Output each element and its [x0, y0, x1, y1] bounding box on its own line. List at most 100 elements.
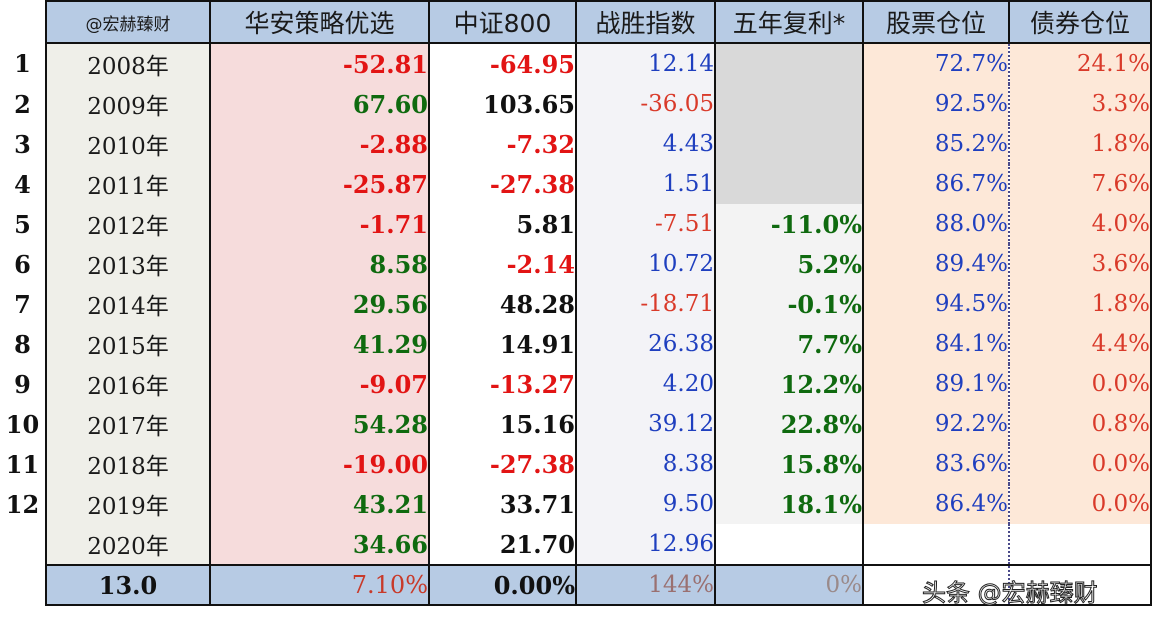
win-index-cell: 8.38	[576, 444, 716, 484]
bond-position-header: 债券仓位	[1008, 0, 1152, 44]
fund-return-cell: 8.58	[210, 244, 430, 284]
summary-stock	[863, 564, 1010, 606]
fund-return-cell: -19.00	[210, 444, 430, 484]
fund-return-cell: -52.81	[210, 43, 430, 84]
compound-cell	[715, 124, 864, 164]
fund-return-cell: -2.88	[210, 124, 430, 164]
year-cell: 2018年	[45, 444, 211, 484]
row-index: 3	[0, 124, 46, 164]
stock-position-cell: 92.5%	[863, 84, 1010, 124]
csi800-return-cell: -13.27	[429, 364, 577, 404]
bond-position-cell: 3.3%	[1009, 84, 1152, 124]
fund-return-cell: 67.60	[210, 84, 430, 124]
win-index-cell: 12.96	[576, 524, 716, 565]
stock-position-cell: 85.2%	[863, 124, 1010, 164]
year-cell: 2011年	[45, 164, 211, 204]
year-cell: 2019年	[45, 484, 211, 524]
summary-years: 13.0	[45, 564, 211, 606]
stock-position-header: 股票仓位	[862, 0, 1010, 44]
compound-cell: 15.8%	[715, 444, 864, 484]
win-index-cell: 39.12	[576, 404, 716, 444]
fund-return-cell: -25.87	[210, 164, 430, 204]
bond-position-cell: 3.6%	[1009, 244, 1152, 284]
csi800-return-cell: -27.38	[429, 164, 577, 204]
stock-position-cell: 84.1%	[863, 324, 1010, 364]
csi800-return-cell: 5.81	[429, 204, 577, 244]
win-index-cell: 4.20	[576, 364, 716, 404]
csi800-return-cell: 21.70	[429, 524, 577, 565]
csi800-return-cell: -27.38	[429, 444, 577, 484]
win-index-cell: 10.72	[576, 244, 716, 284]
row-index: 11	[0, 444, 46, 484]
row-index: 1	[0, 43, 46, 84]
compound-cell	[715, 164, 864, 204]
table-row: 5 2012年 -1.71 5.81 -7.51 -11.0% 88.0% 4.0%	[0, 204, 1152, 244]
year-cell: 2020年	[45, 524, 211, 565]
win-index-cell: 26.38	[576, 324, 716, 364]
bond-position-cell: 0.0%	[1009, 364, 1152, 404]
bond-position-cell: 4.0%	[1009, 204, 1152, 244]
row-index: 9	[0, 364, 46, 404]
row-index: 12	[0, 484, 46, 524]
compound-cell: -11.0%	[715, 204, 864, 244]
compound-cell	[715, 524, 864, 565]
csi800-return-cell: -2.14	[429, 244, 577, 284]
win-index-cell: -18.71	[576, 284, 716, 324]
stock-position-cell: 86.4%	[863, 484, 1010, 524]
compound-cell: 7.7%	[715, 324, 864, 364]
bond-position-cell	[1009, 524, 1152, 565]
fund-return-cell: 43.21	[210, 484, 430, 524]
stock-position-cell: 89.1%	[863, 364, 1010, 404]
year-cell: 2012年	[45, 204, 211, 244]
row-index	[0, 524, 46, 565]
table-row: 2020年 34.66 21.70 12.96	[0, 524, 1152, 565]
row-index: 5	[0, 204, 46, 244]
bond-position-cell: 4.4%	[1009, 324, 1152, 364]
fund-return-cell: -9.07	[210, 364, 430, 404]
year-cell: 2013年	[45, 244, 211, 284]
fund-return-cell: 54.28	[210, 404, 430, 444]
table-row: 11 2018年 -19.00 -27.38 8.38 15.8% 83.6% 0.0%	[0, 444, 1152, 484]
row-index: 4	[0, 164, 46, 204]
fund-return-cell: 29.56	[210, 284, 430, 324]
csi800-return-cell: 103.65	[429, 84, 577, 124]
table-row: 2 2009年 67.60 103.65 -36.05 92.5% 3.3%	[0, 84, 1152, 124]
bond-position-cell: 1.8%	[1009, 284, 1152, 324]
bond-position-cell: 0.8%	[1009, 404, 1152, 444]
row-index: 10	[0, 404, 46, 444]
csi800-header: 中证800	[428, 0, 577, 44]
stock-position-cell: 83.6%	[863, 444, 1010, 484]
win-index-cell: -36.05	[576, 84, 716, 124]
year-cell: 2014年	[45, 284, 211, 324]
csi800-return-cell: 14.91	[429, 324, 577, 364]
summary-row: 13.0 7.10% 0.00% 144% 0%	[0, 564, 1152, 606]
stock-position-cell: 89.4%	[863, 244, 1010, 284]
compound-cell	[715, 84, 864, 124]
table-row: 1 2008年 -52.81 -64.95 12.14 72.7% 24.1%	[0, 43, 1152, 84]
returns-table: @宏赫臻财 华安策略优选 中证800 战胜指数 五年复利* 股票仓位 债券仓位 …	[0, 0, 1152, 606]
summary-win: 144%	[576, 564, 716, 606]
summary-fund: 7.10%	[210, 564, 430, 606]
stock-position-cell: 94.5%	[863, 284, 1010, 324]
fund-header: 华安策略优选	[209, 0, 430, 44]
summary-index	[0, 565, 46, 605]
stock-position-cell: 92.2%	[863, 404, 1010, 444]
bond-position-cell: 0.0%	[1009, 484, 1152, 524]
bond-position-cell: 1.8%	[1009, 124, 1152, 164]
year-cell: 2015年	[45, 324, 211, 364]
csi800-return-cell: -7.32	[429, 124, 577, 164]
win-index-cell: 4.43	[576, 124, 716, 164]
compound-header: 五年复利*	[714, 0, 864, 44]
csi800-return-cell: 33.71	[429, 484, 577, 524]
summary-bond	[1009, 564, 1152, 606]
watermark: 头条 @宏赫臻财	[922, 579, 1099, 608]
win-index-cell: 9.50	[576, 484, 716, 524]
bond-position-cell: 0.0%	[1009, 444, 1152, 484]
table-row: 8 2015年 41.29 14.91 26.38 7.7% 84.1% 4.4%	[0, 324, 1152, 364]
compound-cell: 5.2%	[715, 244, 864, 284]
row-index: 2	[0, 84, 46, 124]
compound-cell: 12.2%	[715, 364, 864, 404]
compound-cell: -0.1%	[715, 284, 864, 324]
compound-cell	[715, 43, 864, 84]
stock-position-cell: 86.7%	[863, 164, 1010, 204]
